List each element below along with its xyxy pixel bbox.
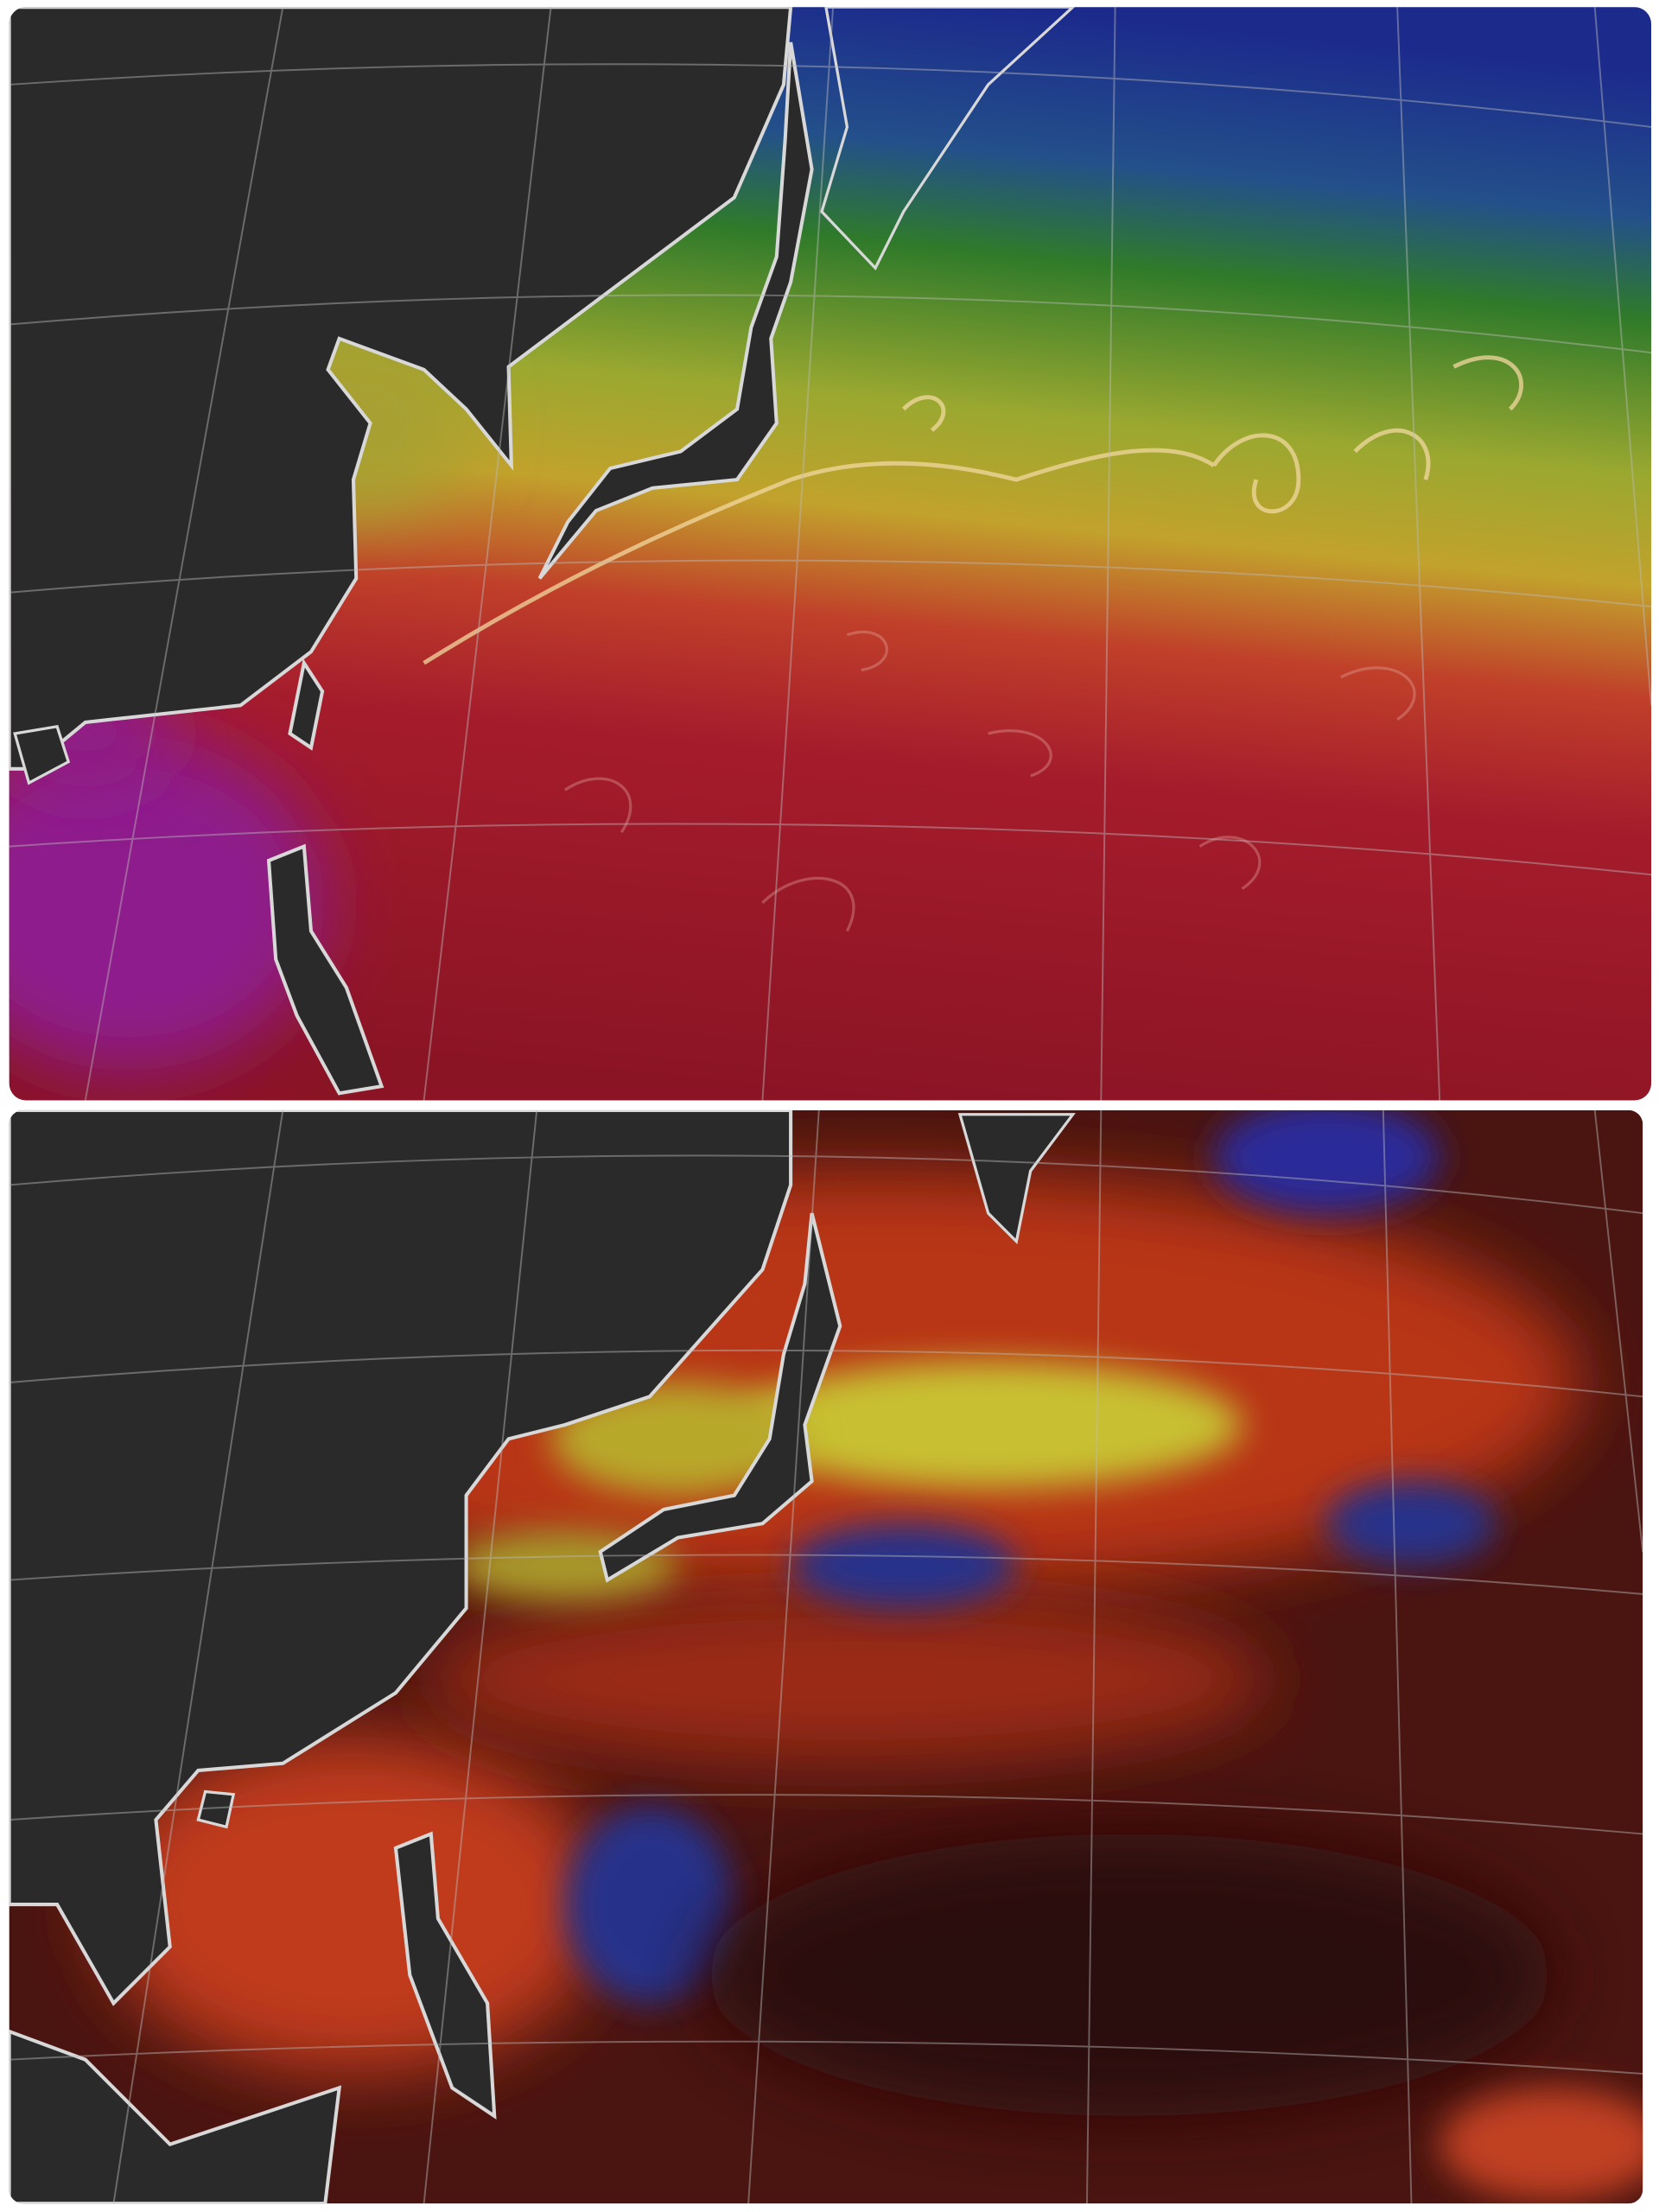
sea-anomaly-map	[9, 1109, 1643, 2204]
sea-temperature-map	[9, 7, 1652, 1101]
